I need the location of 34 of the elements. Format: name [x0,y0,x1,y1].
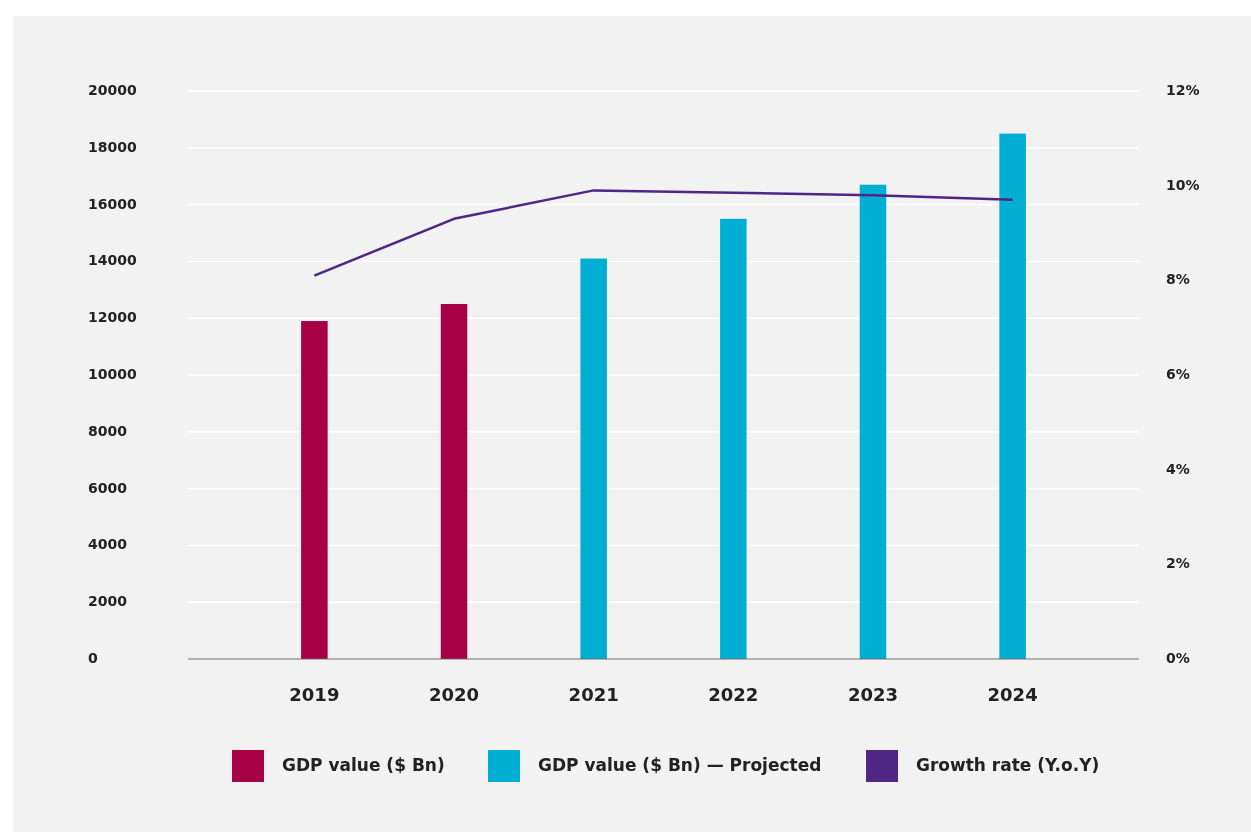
y-tick-label: 18000 [88,138,137,155]
bar [999,133,1026,659]
y-tick-label: 0 [88,650,98,666]
y-tick-label: 8000 [88,422,128,439]
y-tick-label: 20000 [88,82,137,98]
y-tick-label: 10000 [88,366,137,382]
x-tick-label: 2024 [987,684,1038,705]
x-tick-label: 2022 [708,684,759,705]
x-tick-label: 2020 [428,684,480,705]
legend-label: Growth rate (Y.o.Y) [916,755,1100,775]
y2-tick-label: 4% [1166,460,1190,477]
y2-tick-label: 12% [1166,82,1200,98]
y2-tick-label: 6% [1166,366,1190,382]
y2-tick-label: 2% [1166,555,1190,572]
y2-tick-label: 0% [1166,650,1190,666]
line-series [313,189,1014,277]
legend-label: GDP value ($ Bn) — Projected [538,755,822,775]
y-tick-label: 2000 [88,593,128,610]
y-tick-label: 16000 [88,195,137,212]
y-tick-label: 14000 [88,252,137,269]
y2-tick-label: 10% [1166,176,1200,193]
x-tick-label: 2019 [289,684,340,705]
legend-label: GDP value ($ Bn) [282,755,445,775]
bar [440,304,468,659]
bar [580,258,607,659]
bar [301,321,328,659]
bar [720,218,747,659]
y-tick-label: 12000 [88,309,137,326]
bar [859,184,887,659]
x-tick-label: 2023 [847,684,899,705]
y-tick-label: 6000 [88,479,128,496]
y2-tick-label: 8% [1166,271,1190,288]
y-tick-label: 4000 [88,536,128,553]
x-tick-label: 2021 [568,684,619,705]
